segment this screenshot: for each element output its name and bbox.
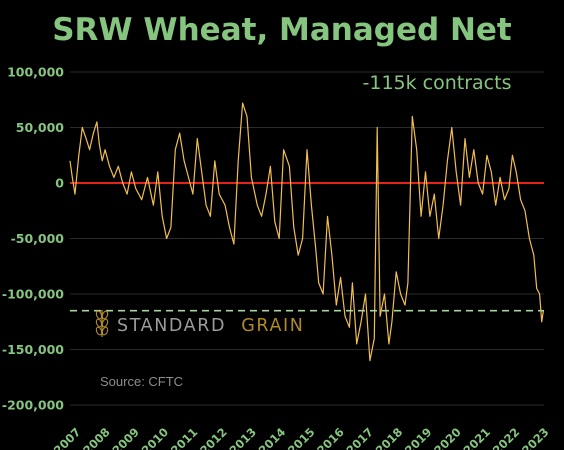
y-axis-tick-labels: 100,000 50,000 0 -50,000 -100,000 -150,000 -20…: [2, 65, 64, 413]
y-tick-label: 100,000: [7, 65, 64, 80]
value-annotation: -115k contracts: [363, 72, 512, 94]
y-tick-label: 0: [55, 176, 64, 191]
y-tick-label: -50,000: [11, 231, 65, 246]
chart-title: SRW Wheat, Managed Net: [52, 12, 512, 48]
brand-name-standard: STANDARD: [117, 316, 226, 336]
wheat-ear-icon: [95, 310, 109, 337]
brand-logo: STANDARD GRAIN: [95, 310, 304, 337]
brand-name-grain: GRAIN: [241, 316, 304, 336]
y-tick-label: 50,000: [16, 120, 65, 135]
brand-name: STANDARD GRAIN: [117, 316, 304, 336]
y-tick-label: -150,000: [2, 342, 64, 357]
source-label: Source: CFTC: [100, 374, 183, 389]
y-tick-label: -200,000: [2, 398, 64, 413]
y-tick-label: -100,000: [2, 287, 64, 302]
series-line-managed-net: [69, 102, 544, 362]
